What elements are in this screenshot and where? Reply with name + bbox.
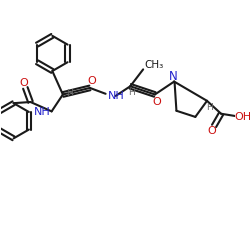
Text: O: O — [152, 96, 161, 106]
Text: O: O — [20, 78, 28, 88]
Text: H: H — [66, 88, 73, 98]
Text: OH: OH — [234, 112, 250, 122]
Text: H: H — [128, 88, 134, 97]
Text: H: H — [206, 103, 213, 112]
Text: O: O — [208, 126, 216, 136]
Text: N: N — [169, 70, 178, 83]
Text: NH: NH — [34, 107, 50, 117]
Text: NH: NH — [108, 91, 125, 101]
Text: CH₃: CH₃ — [144, 60, 163, 70]
Text: O: O — [88, 76, 96, 86]
